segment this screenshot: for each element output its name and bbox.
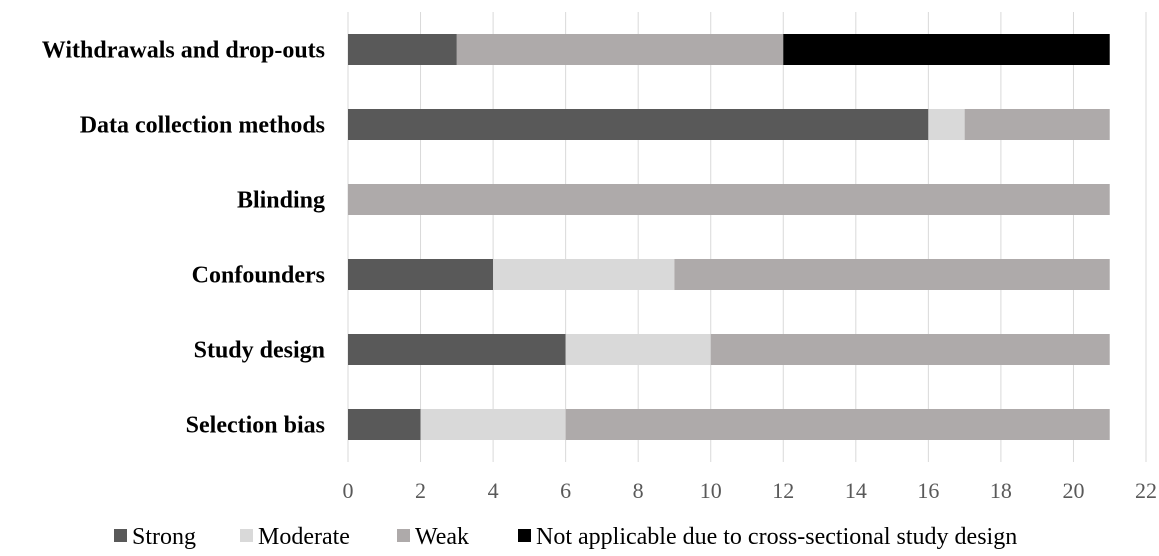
x-tick-label: 12 [772,478,794,503]
bar-segment [348,334,566,365]
bar-segment [710,334,1110,365]
x-tick-label: 0 [343,478,354,503]
x-tick-label: 16 [917,478,939,503]
bar-segment [348,109,929,140]
category-label: Blinding [237,188,325,214]
x-tick-label: 22 [1135,478,1157,503]
x-tick-label: 10 [700,478,722,503]
legend-label: Strong [132,524,196,550]
legend-label: Moderate [258,524,350,550]
x-tick-label: 20 [1062,478,1084,503]
bar-segment [348,259,494,290]
legend-swatch [240,529,253,542]
bar-segment [493,259,675,290]
legend-swatch [114,529,127,542]
category-labels: Selection bias Study design Confounders Bli… [42,38,325,439]
category-label: Data collection methods [80,113,325,139]
legend: Strong Moderate Weak Not applicable due to … [114,524,1017,550]
category-label: Withdrawals and drop-outs [42,38,325,64]
bar-segment [348,34,457,65]
legend-label: Weak [415,524,469,550]
x-tick-label: 4 [488,478,499,503]
category-label: Confounders [192,263,325,289]
x-tick-label: 6 [560,478,571,503]
category-label: Study design [194,338,325,364]
x-tick-label: 18 [990,478,1012,503]
bars [348,34,1110,440]
bar-segment [420,409,566,440]
x-tick-label: 14 [845,478,867,503]
x-tick-label: 2 [415,478,426,503]
bar-segment [456,34,784,65]
bar-segment [964,109,1110,140]
bar-segment [565,409,1110,440]
bar-segment [348,184,1110,215]
bar-segment [348,409,421,440]
gridlines [347,12,1147,462]
x-tick-label: 8 [633,478,644,503]
legend-swatch [397,529,410,542]
category-label: Selection bias [186,413,325,439]
bar-segment [928,109,965,140]
legend-label: Not applicable due to cross-sectional st… [536,524,1017,550]
bar-segment [674,259,1110,290]
bar-segment [565,334,711,365]
bar-segment [783,34,1110,65]
x-axis-tick-labels: 0 2 4 6 8 10 12 14 16 18 20 22 [343,478,1158,503]
legend-swatch [518,529,531,542]
